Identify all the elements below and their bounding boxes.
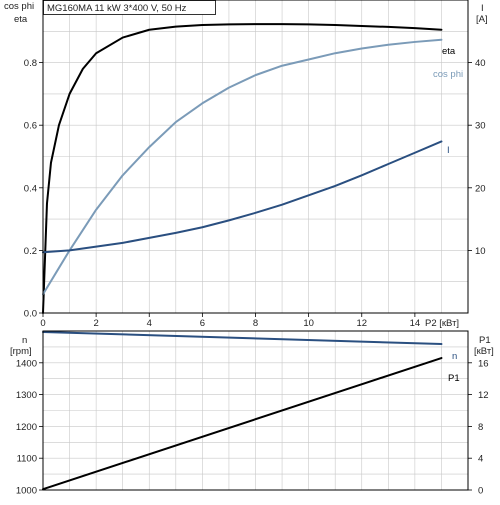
bottom-y-right-tick-label: 16 <box>478 358 489 369</box>
y-left-tick-label: 0.0 <box>24 309 37 320</box>
bottom-left-axis-label-1: n <box>22 335 27 346</box>
bottom-y-right-tick-label: 12 <box>478 390 489 401</box>
y-right-tick-label: 20 <box>475 183 486 194</box>
top-right-axis-label-2: [A] <box>476 14 488 25</box>
bottom-left-axis-label-2: [rpm] <box>10 346 32 357</box>
y-left-tick-label: 0.6 <box>24 121 37 132</box>
bottom-y-left-tick-label: 1100 <box>17 454 37 465</box>
x-tick-label: 2 <box>93 318 98 329</box>
top-right-axis-label-1: I <box>481 3 484 14</box>
bottom-y-left-tick-label: 1200 <box>16 422 37 433</box>
y-right-tick-label: 10 <box>475 246 486 257</box>
p1-curve <box>42 357 443 491</box>
x-tick-label: 10 <box>303 318 314 329</box>
y-right-tick-label: 30 <box>475 121 486 132</box>
speed-curve <box>42 330 443 346</box>
y-left-tick-label: 0.4 <box>24 183 37 194</box>
x-axis-label: P2 [кВт] <box>425 318 459 329</box>
series-label-p1: P1 <box>448 373 460 384</box>
bottom-y-left-tick-label: 1000 <box>16 486 37 497</box>
top-series-group <box>42 23 443 314</box>
x-tick-label: 12 <box>356 318 367 329</box>
bottom-y-right-tick-label: 0 <box>478 486 483 497</box>
x-tick-label: 6 <box>200 318 205 329</box>
tick-labels-group: 0 2 4 6 8 10 12 140.00.20.40.60.810203040100011… <box>16 58 489 496</box>
top-grid <box>43 0 468 313</box>
x-tick-label: 14 <box>410 318 421 329</box>
bottom-series-group <box>42 330 443 491</box>
y-right-tick-label: 40 <box>475 58 486 69</box>
bottom-plot-frame <box>42 330 469 491</box>
y-left-tick-label: 0.2 <box>24 246 37 257</box>
x-tick-label: 0 <box>40 318 45 329</box>
cos-phi-curve <box>42 38 443 296</box>
current-curve <box>42 140 443 254</box>
bottom-right-axis-label-2: [кВт] <box>474 346 494 357</box>
bottom-y-left-tick-label: 1300 <box>16 390 37 401</box>
x-tick-label: 4 <box>147 318 152 329</box>
top-left-axis-label-1: cos phi <box>4 1 34 12</box>
bottom-right-axis-label-1: P1 <box>479 335 491 346</box>
y-left-tick-label: 0.8 <box>24 58 37 69</box>
bottom-grid <box>43 331 468 490</box>
title-box <box>43 0 216 15</box>
series-label-cos-phi: cos phi <box>433 69 463 80</box>
series-label-speed: n <box>452 351 457 362</box>
eta-curve <box>42 23 443 314</box>
top-left-axis-label-2: eta <box>14 14 28 25</box>
title-text: MG160MA 11 kW 3*400 V, 50 Hz <box>47 3 187 14</box>
series-label-eta: eta <box>442 46 456 57</box>
x-tick-label: 8 <box>253 318 258 329</box>
bottom-y-right-tick-label: 8 <box>478 422 483 433</box>
bottom-y-right-tick-label: 4 <box>478 454 483 465</box>
bottom-y-left-tick-label: 1400 <box>16 358 37 369</box>
series-label-current: I <box>447 145 450 156</box>
